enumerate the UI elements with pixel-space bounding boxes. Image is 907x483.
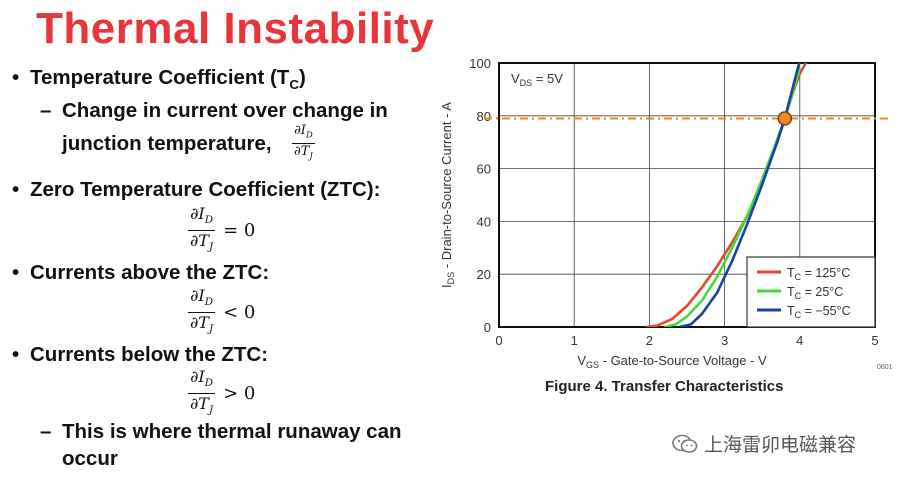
sub-bullet-text: junction temperature, <box>62 132 272 155</box>
transfer-characteristics-chart: 0 1 2 3 4 5 0 20 40 60 80 100 VGS - Gate-to-Source V… <box>439 55 907 395</box>
x-tick-label: 1 <box>571 333 578 348</box>
bullet-text: Currents above the ZTC: <box>30 261 270 284</box>
y-tick-label: 80 <box>477 109 491 124</box>
bullet-text: Currents below the ZTC: <box>30 343 269 366</box>
watermark-text: 上海雷卯电磁兼容 <box>704 435 857 456</box>
chart-svg: 0 1 2 3 4 5 0 20 40 60 80 100 VGS - Gate-to-Source V… <box>439 56 893 371</box>
y-tick-label: 40 <box>477 214 491 229</box>
legend-label-1: TC = 25°C <box>787 285 843 301</box>
math-num: ∂I <box>294 123 306 138</box>
math-num-sub: D <box>204 377 214 390</box>
subscript: C <box>289 77 299 93</box>
sub-bullet-junction-temperature: junction temperature, <box>62 132 272 156</box>
sub-bullet-thermal-runaway: – This is where thermal runaway can <box>40 420 402 444</box>
sub-bullet-occur: occur <box>62 447 118 471</box>
bullet-dot: • <box>12 343 20 366</box>
sub-bullet-text: Change in current over change in <box>62 99 388 122</box>
bullet-temperature-coefficient: • Temperature Coefficient (TC) <box>12 66 306 92</box>
math-num-sub: D <box>204 296 214 309</box>
vds-annotation: VDS = 5V <box>511 71 563 88</box>
legend-label-0: TC = 125°C <box>787 266 850 282</box>
ztc-equation: ∂ID ∂TJ = 0 <box>188 205 255 256</box>
figure-caption: Figure 4. Transfer Characteristics <box>545 378 784 395</box>
math-num: ∂I <box>190 367 205 386</box>
math-den-sub: J <box>208 241 214 254</box>
sub-bullet-text: occur <box>62 447 118 470</box>
y-tick-label: 60 <box>477 162 491 177</box>
series-line-2 <box>679 63 801 327</box>
ztc-point <box>777 111 793 126</box>
watermark: 上海雷卯电磁兼容 <box>672 430 856 457</box>
below-ztc-inequality: ∂ID ∂TJ > 0 <box>188 368 255 419</box>
x-tick-label: 0 <box>495 333 502 348</box>
x-tick-label: 2 <box>646 333 653 348</box>
slide-title: Thermal Instability <box>36 4 435 53</box>
bullet-zero-temperature-coefficient: • Zero Temperature Coefficient (ZTC): <box>12 178 380 202</box>
x-tick-label: 4 <box>796 333 803 348</box>
math-den: ∂T <box>190 313 209 333</box>
y-axis-label: IDS - Drain-to-Source Current - A <box>440 102 456 288</box>
bullet-dot: • <box>12 261 20 284</box>
wechat-icon <box>672 434 698 453</box>
math-num: ∂I <box>190 204 205 223</box>
math-den-sub: J <box>309 150 313 161</box>
above-ztc-inequality: ∂ID ∂TJ < 0 <box>188 287 255 338</box>
sub-bullet-text: This is where thermal runaway can <box>62 420 402 443</box>
math-den-sub: J <box>208 404 214 417</box>
bullet-currents-below-ztc: • Currents below the ZTC: <box>12 343 268 367</box>
legend-label-2: TC = −55°C <box>787 304 851 320</box>
math-den: ∂T <box>190 394 209 414</box>
y-tick-label: 0 <box>484 320 491 335</box>
x-tick-label: 5 <box>871 333 878 348</box>
bullet-dot: • <box>12 66 20 89</box>
x-tick-label: 3 <box>721 333 728 348</box>
math-den: ∂T <box>190 231 209 251</box>
derivative-inline: ∂ID ∂TJ <box>292 124 315 162</box>
dash-marker: – <box>40 420 52 443</box>
bullet-suffix: ) <box>298 66 306 89</box>
less-than-zero: < 0 <box>223 302 256 324</box>
math-num-sub: D <box>305 129 313 140</box>
math-den-sub: J <box>208 323 214 336</box>
figure-code: 0601 <box>877 364 893 371</box>
y-tick-label: 100 <box>469 56 491 71</box>
bullet-dot: • <box>12 178 20 201</box>
bullet-text: Zero Temperature Coefficient (ZTC): <box>30 178 381 201</box>
plot-frame <box>498 62 876 328</box>
x-axis-label: VGS - Gate-to-Source Voltage - V <box>577 353 767 370</box>
math-num-sub: D <box>204 214 214 227</box>
bullet-text: Temperature Coefficient (T <box>30 66 290 89</box>
y-tick-label: 20 <box>477 267 491 282</box>
bullet-currents-above-ztc: • Currents above the ZTC: <box>12 261 269 285</box>
dash-marker: – <box>40 99 52 122</box>
equals-zero: = 0 <box>223 220 256 242</box>
math-den: ∂T <box>294 143 310 159</box>
math-num: ∂I <box>190 286 205 305</box>
sub-bullet-change-in-current: – Change in current over change in <box>40 99 388 123</box>
greater-than-zero: > 0 <box>223 383 256 405</box>
